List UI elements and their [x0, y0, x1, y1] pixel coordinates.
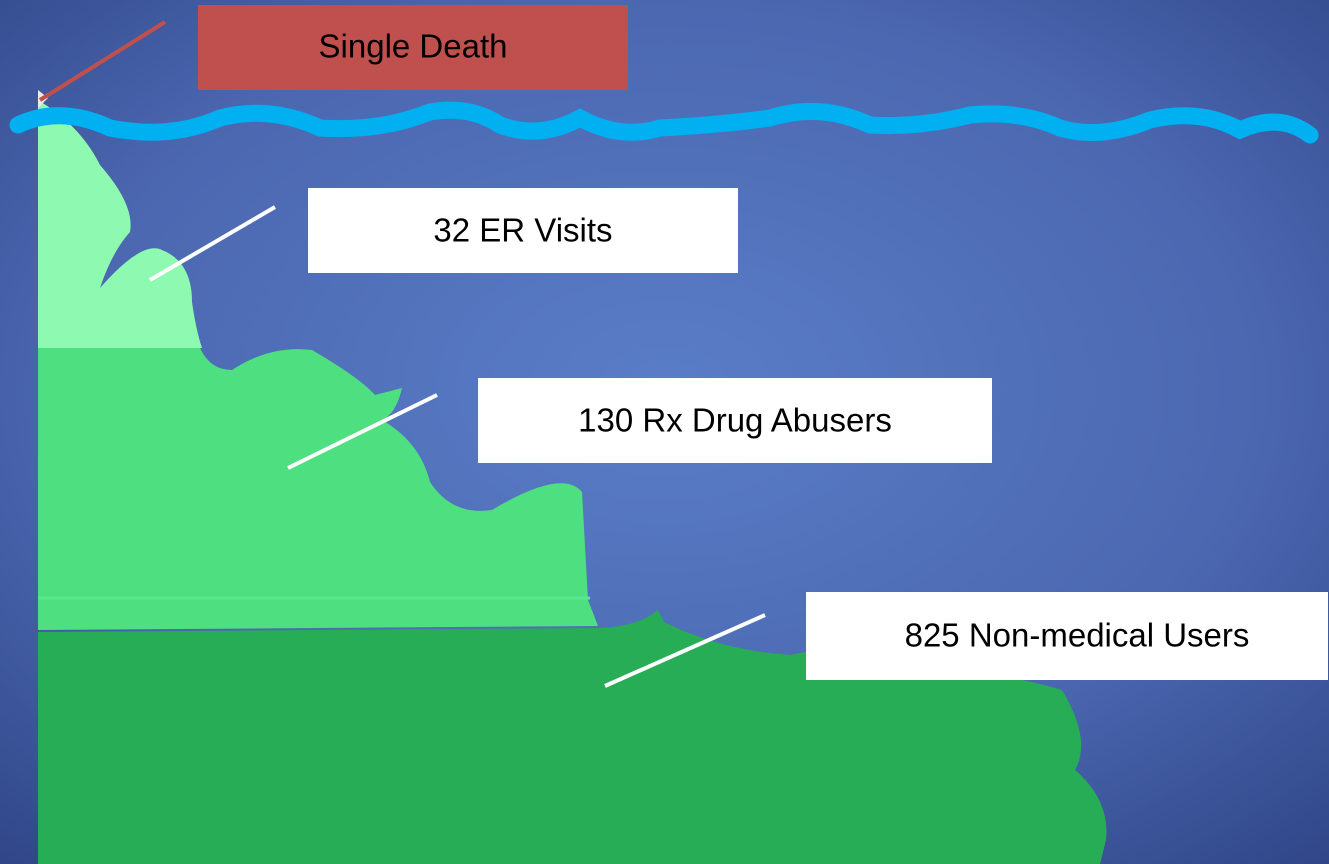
tier-label: 825 Non-medical Users [905, 617, 1250, 654]
tier-label: 130 Rx Drug Abusers [578, 402, 892, 439]
page: Single Death 32 ER Visits 130 Rx Drug Ab… [0, 0, 1329, 864]
iceberg-diagram: Single Death 32 ER Visits 130 Rx Drug Ab… [0, 0, 1329, 864]
tier-label: Single Death [319, 28, 508, 65]
tier-label: 32 ER Visits [433, 212, 612, 249]
